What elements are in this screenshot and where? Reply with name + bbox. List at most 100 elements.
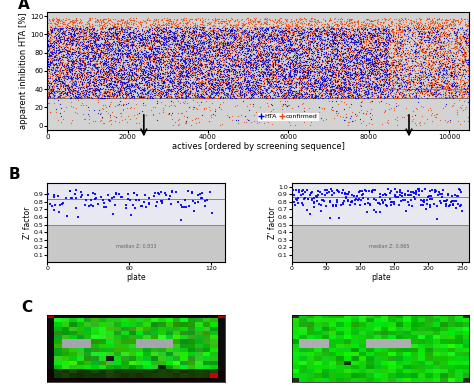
Point [202,58,210,64]
Point [174,56,182,62]
Point [313,88,321,94]
Point [172,74,179,80]
Point [344,45,352,51]
Point [192,52,200,58]
Point [372,70,379,76]
Point [465,23,472,29]
Point [436,23,444,30]
Point [362,31,369,37]
Point [316,85,323,91]
Point [428,25,435,31]
Point [226,50,234,56]
Point [53,34,60,40]
Point [178,16,185,22]
Point [299,101,306,107]
Point [245,70,253,76]
Point [395,91,402,97]
Point [386,67,393,73]
Point [133,82,141,88]
Point [157,65,165,71]
Point [246,19,253,25]
Point [425,57,432,64]
Point [107,95,115,101]
Point [129,89,137,95]
Point [219,77,226,83]
Point [184,32,192,38]
Point [461,80,469,87]
Point [209,46,216,52]
Point [264,32,272,39]
Point [268,25,275,31]
Point [139,30,147,36]
Point [277,66,284,72]
Point [273,47,281,53]
Point [239,67,247,74]
Point [301,85,309,92]
Point [232,57,239,63]
Point [447,47,454,53]
Point [169,29,176,35]
Point [418,25,425,31]
Point [353,41,360,48]
Point [268,76,275,82]
Point [282,23,289,30]
Point [261,114,269,120]
Point [328,72,336,78]
Point [238,44,246,50]
Point [401,41,409,47]
Point [198,195,206,201]
Point [227,28,235,34]
Point [443,59,450,65]
Point [85,32,93,39]
Point [351,28,358,35]
Point [444,49,451,55]
Point [448,72,456,78]
Point [282,90,289,96]
Point [445,94,453,101]
Point [318,40,326,46]
Point [287,60,294,66]
Point [182,48,190,54]
Point [178,202,185,208]
Point [162,87,169,93]
Point [53,84,61,90]
Point [48,76,56,82]
Point [226,85,234,91]
Point [379,76,387,83]
Point [389,37,397,43]
Point [361,200,369,207]
Point [122,94,130,100]
Point [411,86,419,92]
Point [337,86,345,92]
Point [309,61,316,67]
Point [98,29,106,35]
Point [343,191,351,197]
Point [244,77,252,83]
Point [261,83,268,89]
Point [202,77,210,83]
Point [331,32,338,38]
Point [358,98,366,104]
Point [432,38,439,44]
Point [389,57,396,64]
Point [202,48,210,55]
Point [454,39,462,45]
Point [228,75,236,82]
Point [231,18,239,24]
Point [336,56,343,62]
Point [202,68,210,74]
Point [133,47,140,53]
Point [102,84,110,90]
Point [337,64,345,71]
Point [164,48,171,54]
Point [65,67,73,74]
Point [266,48,274,55]
Point [146,32,154,38]
Point [322,31,329,37]
Point [132,67,140,74]
Point [85,111,92,117]
Point [250,90,257,97]
Point [454,82,461,89]
Point [117,71,125,78]
Point [328,57,335,63]
